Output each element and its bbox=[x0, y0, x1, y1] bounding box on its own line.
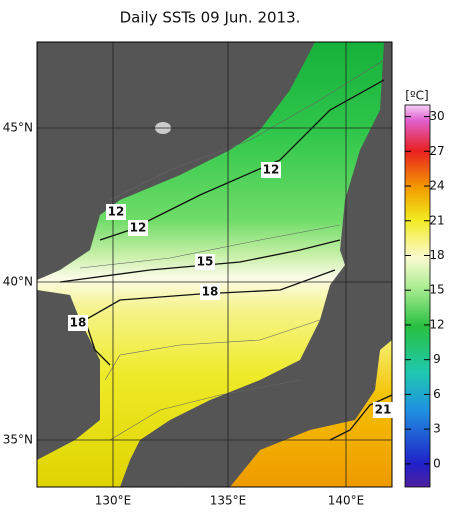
kyushu bbox=[130, 455, 185, 487]
colorbar-tick-label: 18 bbox=[429, 248, 444, 262]
latitude-label: 45°N bbox=[3, 121, 33, 135]
contour-label: 12 bbox=[263, 163, 280, 177]
contour-label-box bbox=[373, 402, 393, 418]
minor-contours bbox=[79, 59, 385, 441]
colorbar-tick-label: 6 bbox=[433, 387, 441, 401]
contour-label-box bbox=[261, 162, 281, 178]
contour-label-box bbox=[68, 315, 88, 331]
longitude-label: 130°E bbox=[95, 494, 132, 508]
colorbar-tick-label: 21 bbox=[429, 213, 444, 227]
colorbar-label: [ºC] bbox=[405, 89, 428, 103]
contour-label-box bbox=[106, 204, 126, 220]
contour-label: 18 bbox=[70, 316, 87, 330]
longitude-label: 140°E bbox=[328, 494, 365, 508]
contour-label: 21 bbox=[375, 403, 392, 417]
contour-label: 15 bbox=[197, 255, 214, 269]
colorbar-tick-label: 9 bbox=[433, 352, 441, 366]
colorbar-tick-label: 30 bbox=[429, 109, 444, 123]
latitude-label: 35°N bbox=[3, 433, 33, 447]
colorbar-tick-label: 24 bbox=[429, 179, 444, 193]
longitude-label: 135°E bbox=[210, 494, 247, 508]
colorbar-tick-label: 15 bbox=[429, 283, 444, 297]
colorbar-tick-label: 12 bbox=[429, 317, 444, 331]
map-frame bbox=[36, 41, 393, 488]
colorbar-tick-label: 0 bbox=[433, 456, 441, 470]
contour-label: 12 bbox=[108, 205, 125, 219]
pacific bbox=[230, 340, 392, 487]
contour-label: 18 bbox=[202, 285, 219, 299]
latitude-label: 40°N bbox=[3, 275, 33, 289]
colorbar bbox=[404, 104, 431, 488]
contour-label-box bbox=[195, 254, 215, 270]
graticule bbox=[37, 42, 392, 487]
colorbar-tick-label: 3 bbox=[433, 422, 441, 436]
contour-label-box bbox=[200, 284, 220, 300]
map-title: Daily SSTs 09 Jun. 2013. bbox=[120, 9, 301, 27]
contour-label: 12 bbox=[130, 221, 147, 235]
contour-label-box bbox=[128, 220, 148, 236]
colorbar-tick-label: 27 bbox=[429, 144, 444, 158]
contours bbox=[59, 79, 393, 441]
